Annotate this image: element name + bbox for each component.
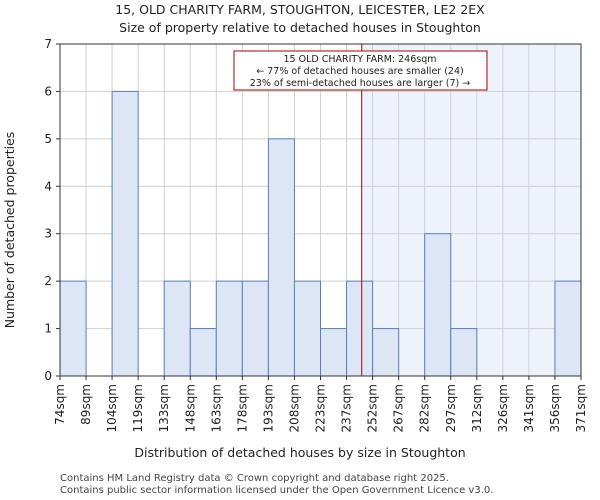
x-tick-label: 237sqm [340,384,354,432]
bar [215,280,243,377]
x-tick-label: 252sqm [366,384,380,432]
y-tick-label: 1 [44,322,52,336]
bar [163,280,191,377]
annotation-frame [233,50,488,91]
y-tick-label: 0 [44,369,52,383]
annotation-line-3: 23% of semi-detached houses are larger (… [250,78,470,89]
x-tick-label: 312sqm [470,384,484,432]
bar [424,233,452,377]
bar [59,280,87,377]
bar [450,328,478,377]
x-tick-label: 223sqm [314,384,328,432]
bar [267,138,295,377]
y-axis-label: Number of detached properties [2,132,17,329]
x-tick-label: 163sqm [209,384,223,432]
footer-line-2: Contains public sector information licen… [60,485,494,496]
x-tick-label: 371sqm [574,384,588,432]
bar [320,328,348,377]
y-axis-ticks: 0 1 2 3 4 5 6 7 [44,37,60,383]
y-tick-label: 3 [44,227,52,241]
chart-subtitle: Size of property relative to detached ho… [119,20,481,35]
annotation-line-2: ← 77% of detached houses are smaller (24… [256,66,463,77]
x-tick-label: 297sqm [444,384,458,432]
x-tick-label: 267sqm [392,384,406,432]
footer-line-1: Contains HM Land Registry data © Crown c… [60,473,449,484]
bar [554,280,582,377]
x-tick-label: 133sqm [157,384,171,432]
bar [293,280,322,377]
x-tick-label: 119sqm [131,384,145,432]
x-tick-label: 148sqm [183,384,197,432]
x-tick-label: 89sqm [79,384,93,425]
y-tick-label: 4 [44,179,52,193]
annotation-line-1: 15 OLD CHARITY FARM: 246sqm [284,54,437,65]
bar [241,280,269,377]
y-tick-label: 6 [44,84,52,98]
x-tick-label: 208sqm [287,384,301,432]
larger-region-highlight [361,44,581,376]
bar [111,90,139,377]
x-tick-label: 341sqm [522,384,536,432]
histogram-chart: 15, OLD CHARITY FARM, STOUGHTON, LEICEST… [2,2,588,460]
annotation-box: 15 OLD CHARITY FARM: 246sqm ← 77% of det… [233,50,488,91]
x-axis-ticks: 74sqm 89sqm 104sqm 119sqm 133sqm 148sqm 163sqm… [53,376,588,432]
y-tick-label: 2 [44,274,52,288]
bar [372,328,400,377]
x-tick-label: 282sqm [418,384,432,432]
y-tick-label: 5 [44,132,52,146]
bar [346,280,374,377]
x-tick-label: 178sqm [235,384,249,432]
x-tick-label: 356sqm [548,384,562,432]
y-tick-label: 7 [44,37,52,51]
x-tick-label: 193sqm [261,384,275,432]
x-tick-label: 74sqm [53,384,67,425]
x-axis-label: Distribution of detached houses by size … [134,445,465,460]
x-tick-label: 326sqm [496,384,510,432]
bars [59,90,582,377]
bar [189,328,217,377]
x-tick-label: 104sqm [105,384,119,432]
chart-title: 15, OLD CHARITY FARM, STOUGHTON, LEICEST… [115,2,485,17]
